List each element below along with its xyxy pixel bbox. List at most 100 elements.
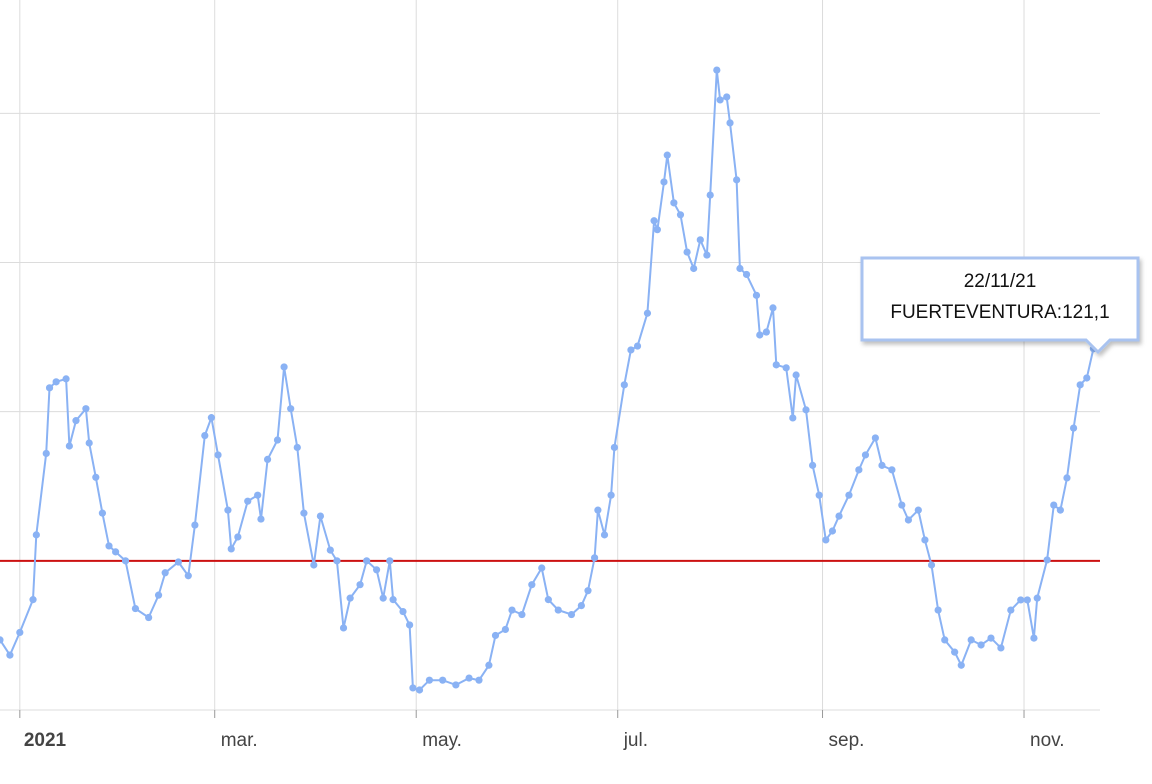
data-point xyxy=(326,546,334,554)
data-point xyxy=(273,436,282,444)
data-point xyxy=(627,346,635,354)
data-point xyxy=(600,531,609,539)
data-point xyxy=(997,644,1005,652)
data-point xyxy=(333,557,341,565)
data-point xyxy=(452,681,460,689)
data-point xyxy=(425,676,434,684)
data-point xyxy=(528,581,536,589)
data-point xyxy=(45,384,54,392)
data-point xyxy=(224,506,232,514)
data-point xyxy=(567,610,576,619)
data-point xyxy=(987,634,995,642)
tooltip-box xyxy=(860,256,1140,355)
data-point xyxy=(554,606,562,614)
data-point xyxy=(316,512,325,520)
data-point xyxy=(723,93,731,101)
data-point xyxy=(670,199,678,207)
data-point xyxy=(544,596,552,604)
data-point xyxy=(201,431,209,440)
data-point xyxy=(855,466,863,474)
data-point xyxy=(914,506,922,514)
data-point xyxy=(1069,424,1078,432)
data-point xyxy=(154,591,163,599)
plot-area xyxy=(0,66,1097,694)
data-point xyxy=(538,564,546,572)
x-tick-label: may. xyxy=(422,730,462,751)
data-point xyxy=(65,442,73,450)
grid: 2021 mar. may. jul. sep. nov. xyxy=(0,0,1100,751)
data-point xyxy=(379,594,387,602)
data-point xyxy=(878,461,886,469)
data-point xyxy=(121,557,130,565)
data-point xyxy=(42,449,50,458)
data-point xyxy=(501,625,510,634)
data-point xyxy=(726,119,734,127)
data-point xyxy=(941,636,949,644)
data-point xyxy=(815,491,823,499)
data-point xyxy=(32,531,40,539)
data-point xyxy=(1007,606,1015,614)
data-point xyxy=(607,491,615,499)
data-point xyxy=(491,631,500,640)
data-point xyxy=(85,439,93,447)
data-point xyxy=(339,624,348,632)
data-point xyxy=(300,509,308,517)
data-point xyxy=(1033,594,1041,602)
data-point xyxy=(254,491,262,499)
data-point xyxy=(802,406,810,414)
data-point xyxy=(792,371,800,379)
data-point xyxy=(227,545,235,553)
data-point xyxy=(577,601,585,610)
data-point xyxy=(898,501,906,509)
data-point xyxy=(518,610,526,619)
data-point xyxy=(696,236,704,244)
data-point xyxy=(845,491,853,499)
data-point xyxy=(389,596,397,604)
data-point xyxy=(310,561,318,569)
data-point xyxy=(406,621,414,629)
data-point xyxy=(633,342,642,350)
data-point xyxy=(0,636,4,644)
data-point xyxy=(234,533,242,541)
data-point xyxy=(835,512,843,520)
data-point xyxy=(346,594,354,602)
data-point xyxy=(782,364,790,372)
data-point xyxy=(861,451,870,459)
data-point xyxy=(399,607,407,616)
x-tick-label: mar. xyxy=(221,730,258,751)
data-point xyxy=(92,473,100,481)
data-point xyxy=(475,676,483,684)
data-point xyxy=(951,648,959,656)
data-point xyxy=(508,606,516,614)
data-point xyxy=(112,548,120,556)
data-point xyxy=(769,304,777,312)
data-point xyxy=(690,264,698,273)
data-point xyxy=(594,506,602,514)
data-point xyxy=(52,378,60,386)
data-point xyxy=(772,361,780,369)
data-point xyxy=(72,417,80,425)
data-point xyxy=(590,554,599,562)
data-point xyxy=(736,264,744,273)
data-point xyxy=(356,581,364,589)
data-point xyxy=(1056,506,1064,514)
data-point xyxy=(1076,381,1084,389)
data-point xyxy=(822,536,830,544)
data-point xyxy=(643,309,652,317)
data-point xyxy=(62,375,70,383)
data-point xyxy=(465,674,473,682)
data-point xyxy=(683,248,691,256)
data-point xyxy=(888,466,896,474)
data-point xyxy=(6,651,14,659)
data-point xyxy=(244,497,252,505)
x-tick-label: 2021 xyxy=(24,730,67,751)
data-point xyxy=(716,96,724,104)
data-point xyxy=(927,561,936,569)
data-point xyxy=(207,414,216,422)
data-point xyxy=(713,66,721,74)
data-point xyxy=(828,527,837,535)
data-point xyxy=(610,443,619,452)
data-point xyxy=(29,596,37,604)
data-point xyxy=(372,566,381,574)
